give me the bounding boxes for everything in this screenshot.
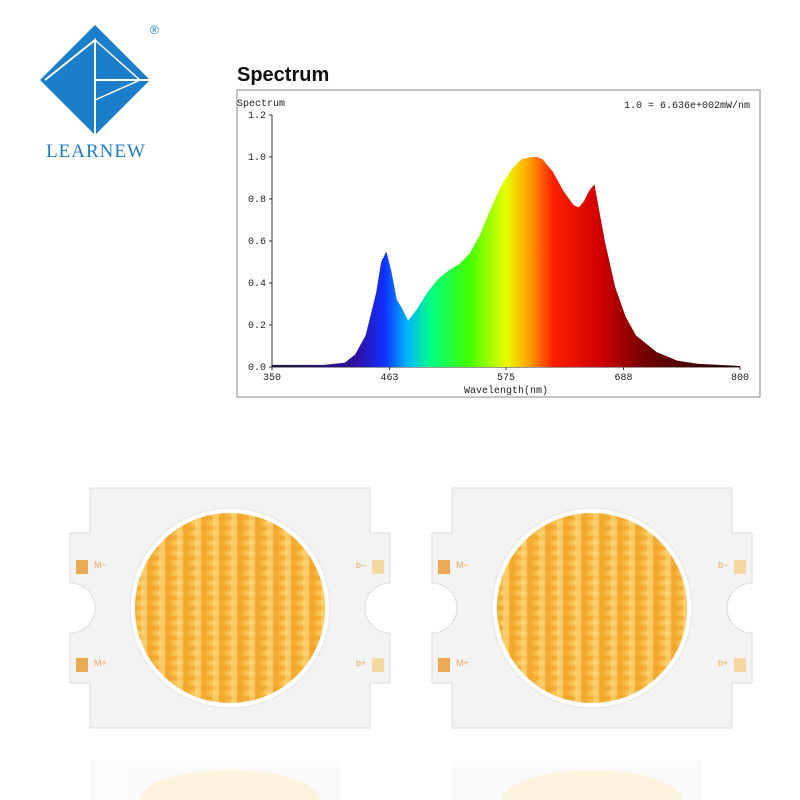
y-tick-label: 0.4 [248,279,266,290]
x-tick-label: 350 [263,373,281,384]
pad-label: M− [456,560,469,570]
logo: ® LEARNEW [40,23,159,162]
pad-label: M+ [456,658,469,668]
led-left: M− M+ b− b+ [69,487,391,729]
y-axis-label: Spectrum [237,99,285,110]
x-tick-label: 575 [497,373,515,384]
y-tick-label: 0.6 [248,237,266,248]
plot: 0.0 0.2 0.4 0.6 0.8 1.0 1.2 350 463 575 688 800 [248,111,749,384]
pad-label: M− [94,560,107,570]
spectrum-area [272,157,740,367]
x-tick-label: 463 [381,373,399,384]
reflection [90,760,702,800]
annotation: 1.0 = 6.636e+002mW/nm [624,100,750,112]
pad-label: b− [718,560,728,570]
pad-label: b+ [718,658,728,668]
pad-label: b+ [356,658,366,668]
registered-mark: ® [150,23,159,37]
led-right: M− M+ b− b+ [431,487,753,729]
y-tick-label: 0.0 [248,363,266,374]
chart-title: Spectrum [237,64,329,86]
pad-label: M+ [94,658,107,668]
x-axis-label: Wavelength(nm) [464,385,548,397]
y-tick-label: 1.2 [248,111,266,122]
x-tick-label: 800 [731,373,749,384]
pad-label: b− [356,560,366,570]
brand-name: LEARNEW [46,141,146,162]
x-tick-label: 688 [615,373,633,384]
y-tick-label: 0.8 [248,195,266,206]
y-tick-label: 1.0 [248,153,266,164]
y-tick-label: 0.2 [248,321,266,332]
